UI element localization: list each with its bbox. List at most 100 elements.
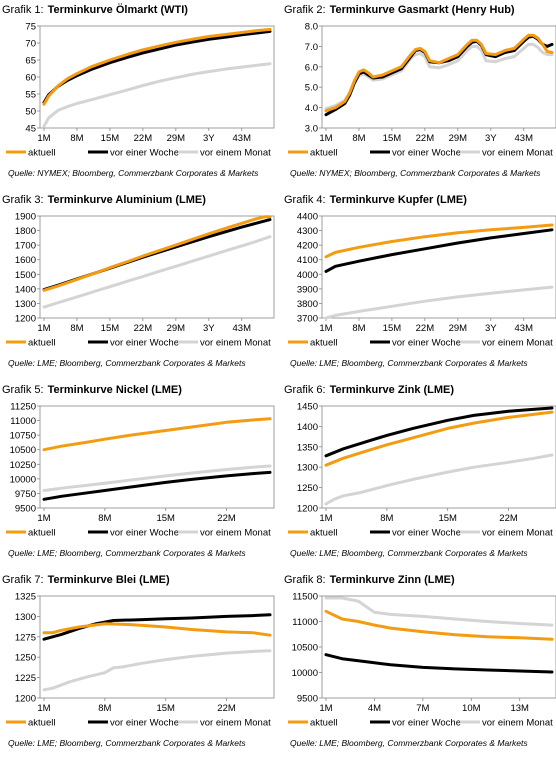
x-tick-label: 8M [98, 703, 111, 714]
chart-title-main: Terminkurve Gasmarkt (Henry Hub) [330, 4, 515, 16]
chart-title-main: Terminkurve Zink (LME) [330, 384, 455, 396]
series-line-current [324, 410, 554, 467]
x-tick-label: 8M [70, 323, 83, 334]
y-tick-label: 1300 [15, 299, 36, 310]
y-tick-label: 9750 [15, 489, 36, 500]
series-line-current [42, 27, 272, 106]
x-tick-label: 8M [380, 513, 393, 524]
chart-source: Quelle: LME; Bloomberg, Commerzbank Corp… [8, 548, 246, 558]
y-tick-label: 1250 [297, 483, 318, 494]
series-line-current [324, 223, 554, 259]
legend-label-week: vor einer Woche [392, 338, 461, 349]
y-tick-label: 4100 [297, 255, 318, 266]
legend-label-week: vor einer Woche [110, 528, 179, 539]
chart-source: Quelle: NYMEX; Bloomberg, Commerzbank Co… [8, 168, 259, 178]
y-tick-label: 3700 [297, 314, 318, 325]
x-tick-label: 3Y [485, 323, 497, 334]
y-tick-label: 10250 [10, 460, 36, 471]
y-tick-label: 1325 [15, 592, 36, 603]
legend-label-current: aktuell [310, 528, 337, 539]
x-tick-label: 22M [416, 133, 435, 144]
x-tick-label: 15M [156, 703, 175, 714]
plot-frame [39, 215, 275, 319]
chart-panel-8: Grafik 8: Terminkurve Zinn (LME) 11500 1100… [284, 574, 556, 748]
y-tick-label: 1450 [297, 402, 318, 413]
x-tick-label: 8M [70, 133, 83, 144]
chart-title: Grafik 3: Terminkurve Aluminium (LME) [2, 194, 206, 206]
x-tick-label: 1M [319, 703, 332, 714]
x-tick-label: 29M [449, 323, 468, 334]
chart-source: Quelle: NYMEX; Bloomberg, Commerzbank Co… [290, 168, 541, 178]
plot-frame [321, 595, 556, 699]
series-line-month [324, 42, 554, 111]
legend-label-week: vor einer Woche [392, 528, 461, 539]
plot-frame [39, 595, 275, 699]
y-tick-label: 1275 [15, 632, 36, 643]
chart-title-prefix: Grafik 8: [284, 574, 326, 586]
y-tick-label: 10000 [10, 474, 36, 485]
y-tick-label: 11000 [10, 416, 36, 427]
series-line-current [42, 622, 272, 637]
x-tick-label: 1M [37, 703, 50, 714]
y-tick-label: 11250 [10, 402, 36, 413]
y-tick-label: 1400 [15, 284, 36, 295]
chart-source: Quelle: LME; Bloomberg, Commerzbank Corp… [8, 358, 246, 368]
chart-source: Quelle: LME; Bloomberg, Commerzbank Corp… [290, 358, 528, 368]
plot-frame [39, 405, 275, 509]
legend-label-week: vor einer Woche [110, 148, 179, 159]
y-tick-label: 65 [25, 56, 36, 67]
chart-title: Grafik 8: Terminkurve Zinn (LME) [284, 574, 455, 586]
x-tick-label: 29M [449, 133, 468, 144]
legend-label-month: vor einem Monat [482, 718, 553, 729]
chart-panel-1: Grafik 1: Terminkurve Ölmarkt (WTI) 75 70 65… [2, 3, 275, 178]
x-tick-label: 1M [37, 513, 50, 524]
chart-source: Quelle: LME; Bloomberg, Commerzbank Corp… [290, 548, 528, 558]
legend-label-month: vor einem Monat [200, 338, 271, 349]
legend-label-week: vor einer Woche [110, 718, 179, 729]
x-tick-label: 22M [134, 133, 153, 144]
x-tick-label: 1M [319, 513, 332, 524]
y-tick-label: 4400 [297, 212, 318, 223]
y-tick-label: 1200 [297, 504, 318, 515]
legend-label-month: vor einem Monat [482, 148, 553, 159]
x-tick-label: 43M [233, 133, 252, 144]
legend-label-current: aktuell [28, 338, 55, 349]
x-tick-label: 3Y [203, 133, 215, 144]
x-tick-label: 15M [101, 133, 120, 144]
y-tick-label: 10500 [10, 445, 36, 456]
x-tick-label: 29M [167, 323, 186, 334]
series-line-month [324, 453, 554, 506]
y-tick-label: 8.0 [305, 22, 318, 33]
chart-title-prefix: Grafik 6: [284, 384, 326, 396]
y-tick-label: 1700 [15, 241, 36, 252]
legend-label-current: aktuell [28, 718, 55, 729]
x-tick-label: 1M [37, 133, 50, 144]
chart-title: Grafik 5: Terminkurve Nickel (LME) [2, 384, 182, 396]
series-line-month [42, 464, 272, 492]
plot-frame [321, 25, 556, 129]
legend-label-current: aktuell [28, 528, 55, 539]
x-tick-label: 7M [416, 703, 429, 714]
x-tick-label: 8M [352, 323, 365, 334]
y-tick-label: 7.0 [305, 42, 318, 53]
chart-source: Quelle: LME; Bloomberg, Commerzbank Corp… [290, 738, 528, 748]
y-tick-label: 60 [25, 73, 36, 84]
legend-label-current: aktuell [310, 718, 337, 729]
chart-title: Grafik 7: Terminkurve Blei (LME) [2, 574, 170, 586]
y-tick-label: 1225 [15, 673, 36, 684]
y-tick-label: 4200 [297, 241, 318, 252]
y-tick-label: 1350 [297, 442, 318, 453]
chart-title-prefix: Grafik 7: [2, 574, 44, 586]
x-tick-label: 22M [416, 323, 435, 334]
x-tick-label: 43M [515, 323, 534, 334]
series-line-month [42, 235, 272, 309]
legend-label-month: vor einem Monat [200, 528, 271, 539]
x-tick-label: 3Y [485, 133, 497, 144]
plot-frame [321, 215, 556, 319]
series-line-current [324, 609, 554, 641]
chart-title-prefix: Grafik 5: [2, 384, 44, 396]
y-tick-label: 1800 [15, 226, 36, 237]
y-tick-label: 45 [25, 124, 36, 135]
chart-title: Grafik 1: Terminkurve Ölmarkt (WTI) [2, 3, 188, 16]
